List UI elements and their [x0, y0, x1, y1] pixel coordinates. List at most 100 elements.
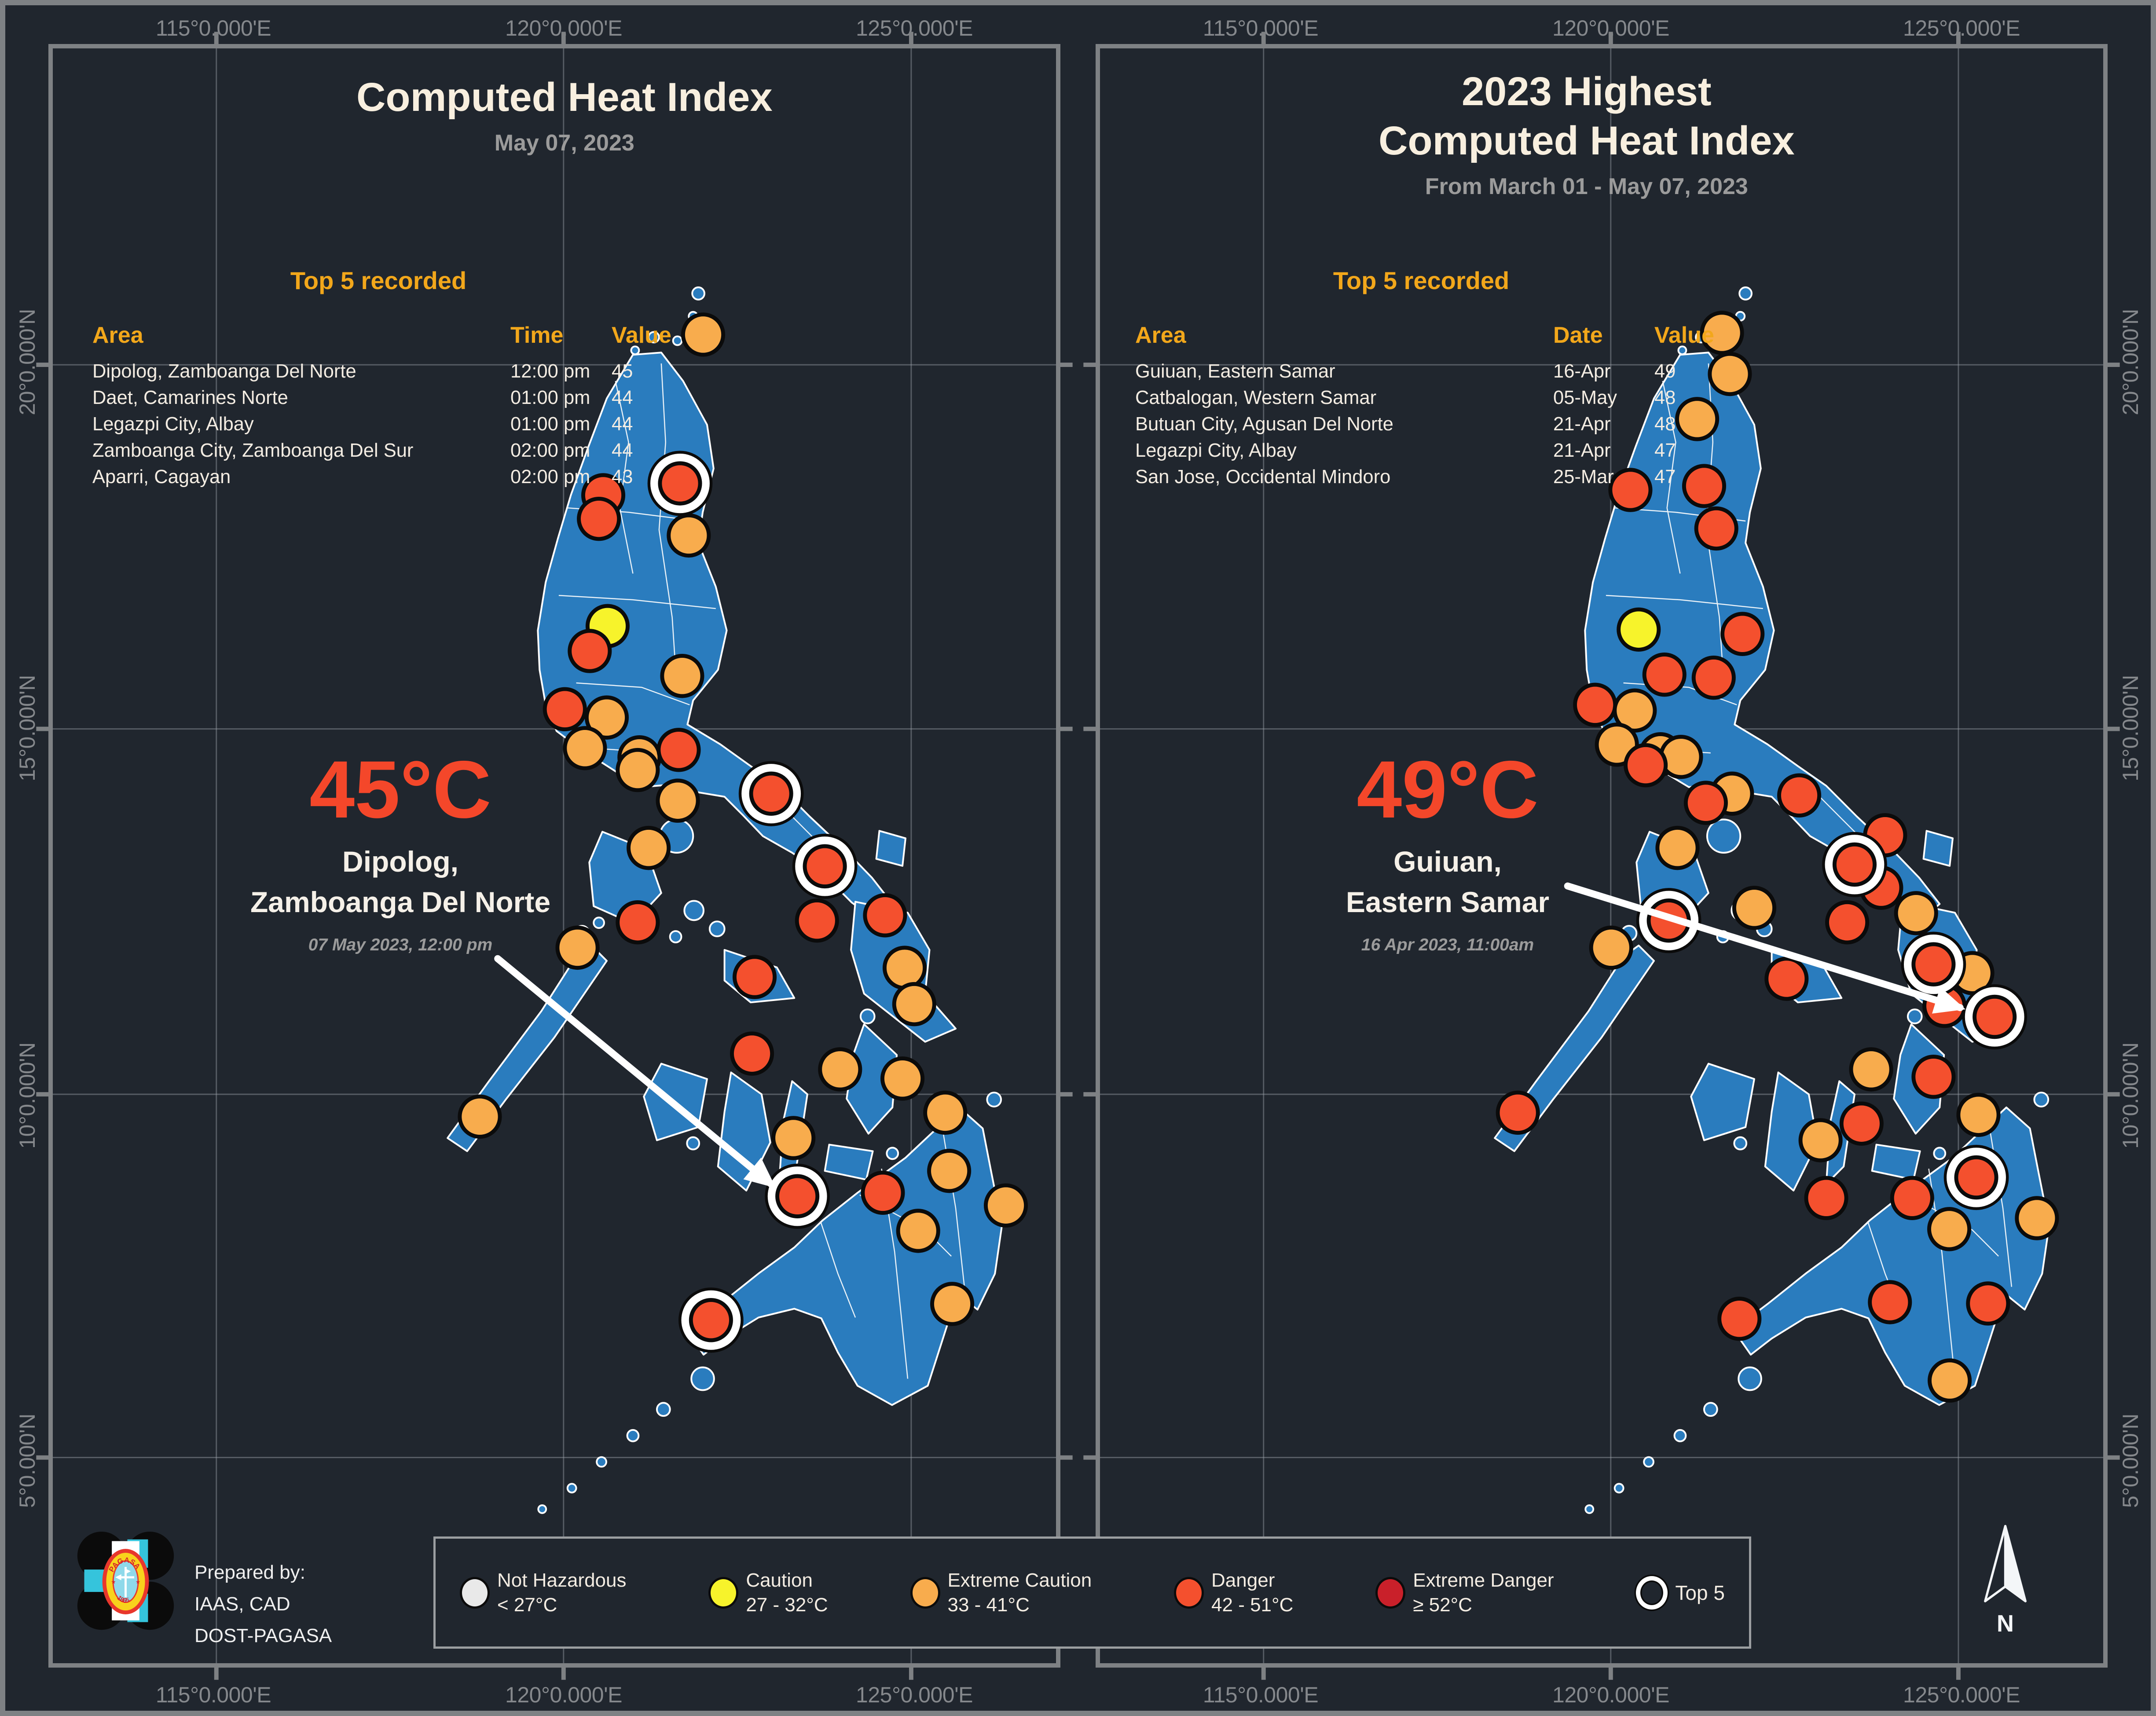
top5-marker	[738, 761, 804, 826]
legend-color-swatch	[708, 1577, 739, 1609]
cell-value: 48	[1654, 387, 1676, 408]
heat-marker	[861, 1170, 905, 1215]
callout-temperature: 49°C	[1357, 744, 1539, 835]
cell-value: 48	[1654, 413, 1676, 435]
title-line: Computed Heat Index	[1378, 118, 1795, 163]
heat-marker	[681, 312, 726, 357]
table-rows: Dipolog, Zamboanga Del Norte 12:00 pm 45 Da…	[79, 358, 678, 490]
heat-marker	[667, 513, 711, 558]
cell-value: 44	[612, 440, 633, 461]
credit-block: Prepared by: IAAS, CAD DOST-PAGASA	[194, 1557, 332, 1652]
heat-markers	[1496, 311, 2059, 1403]
heat-marker	[771, 1116, 816, 1160]
heat-marker	[1642, 653, 1687, 697]
heat-marker	[568, 629, 612, 673]
legend-color-swatch	[910, 1577, 940, 1609]
credit-org1: IAAS, CAD	[194, 1593, 290, 1615]
heat-marker	[577, 496, 621, 541]
heat-marker	[892, 982, 936, 1027]
heat-marker	[818, 1047, 862, 1092]
heat-marker	[627, 825, 671, 870]
cell-area: Legazpi City, Albay	[1135, 440, 1297, 461]
legend-range: 33 - 41°C	[947, 1594, 1030, 1616]
cell-area: Daet, Camarines Norte	[92, 387, 288, 408]
legend-color-swatch	[460, 1577, 490, 1609]
heat-marker	[1868, 1280, 1912, 1324]
cell-area: Zamboanga City, Zamboanga Del Sur	[92, 440, 414, 461]
top5-marker	[1943, 1144, 2009, 1210]
heat-marker	[1691, 655, 1736, 700]
heat-marker	[1804, 1176, 1848, 1220]
panel-2023-highest-heat-index: 2023 Highest Computed Heat Index From Mar…	[1083, 32, 2120, 1680]
page-title: Computed Heat Index	[125, 73, 1005, 122]
legend-range: 27 - 32°C	[746, 1594, 828, 1616]
legend-item: Not Hazardous < 27°C	[460, 1568, 626, 1617]
heat-marker	[1890, 1176, 1934, 1220]
cell-when: 21-Apr	[1553, 440, 1611, 461]
legend-text: Danger 42 - 51°C	[1211, 1568, 1293, 1617]
cell-area: Aparri, Cagayan	[92, 466, 231, 488]
legend-item: Extreme Caution 33 - 41°C	[910, 1568, 1092, 1617]
callout-location-line: Eastern Samar	[1346, 886, 1550, 918]
table-row: Butuan City, Agusan Del Norte 21-Apr 48	[1122, 411, 1720, 437]
title-line: 2023 Highest	[1462, 69, 1712, 114]
top5-marker	[765, 1163, 830, 1229]
col-header-area: Area	[1135, 323, 1186, 348]
heat-marker	[930, 1282, 975, 1326]
table-title: Top 5 recorded	[290, 267, 467, 294]
col-header-value: Value	[612, 323, 671, 348]
callout-temperature: 45°C	[309, 744, 491, 835]
table-row: Catbalogan, Western Samar 05-May 48	[1122, 385, 1720, 411]
top5-marker	[647, 451, 713, 516]
cell-when: 01:00 pm	[510, 387, 590, 408]
heat-marker	[1617, 607, 1661, 652]
legend-text: Extreme Danger ≥ 52°C	[1413, 1568, 1554, 1617]
panel-daily-heat-index: Computed Heat Index May 07, 2023 Top 5 r…	[36, 32, 1073, 1680]
page-title: 2023 Highest Computed Heat Index	[1147, 67, 2027, 165]
heat-marker	[882, 946, 927, 990]
cell-area: Catbalogan, Western Samar	[1135, 387, 1377, 408]
longitude-label: 115°0.000'E	[155, 16, 271, 40]
panel-titleblock: Computed Heat Index May 07, 2023	[125, 73, 1005, 156]
cell-when: 02:00 pm	[510, 440, 590, 461]
callout-location-line: Zamboanga Del Norte	[250, 886, 551, 918]
heat-marker	[2015, 1196, 2059, 1240]
heat-marker	[1956, 1093, 2001, 1137]
legend-label: Caution	[746, 1569, 813, 1591]
heat-marker	[923, 1090, 968, 1135]
philippines-map-daily	[36, 32, 1073, 1680]
legend-label: Top 5	[1675, 1581, 1725, 1604]
heat-marker	[1720, 612, 1765, 656]
heat-marker	[563, 726, 607, 770]
heat-marker	[584, 695, 629, 740]
longitude-label: 125°0.000'E	[1903, 16, 2020, 40]
cell-value: 43	[612, 466, 633, 488]
callout-location: Guiuan, Eastern Samar	[1184, 841, 1712, 922]
cell-area: Guiuan, Eastern Samar	[1135, 360, 1335, 382]
heat-index-legend: Not Hazardous < 27°C Caution 27 - 32°C Extre…	[433, 1536, 1751, 1649]
heat-marker	[1894, 891, 1938, 935]
longitude-label: 120°0.000'E	[1552, 1683, 1669, 1707]
heat-marker	[616, 900, 660, 945]
heat-marker	[1708, 352, 1752, 396]
legend-color-swatch	[1375, 1577, 1406, 1609]
heat-marker	[656, 728, 701, 772]
heat-marker	[1496, 1090, 1540, 1135]
longitude-label: 115°0.000'E	[155, 1683, 271, 1707]
heat-markers	[458, 312, 1028, 1353]
pagasa-logo: PAGASA 1865 ★ ★	[77, 1531, 174, 1630]
callout-datetime: 16 Apr 2023, 11:00am	[1361, 935, 1534, 954]
cell-when: 05-May	[1553, 387, 1617, 408]
heat-marker	[1700, 311, 1744, 355]
table-row: Zamboanga City, Zamboanga Del Sur 02:00 p…	[79, 437, 678, 464]
cell-value: 47	[1654, 440, 1676, 461]
col-header-date: Date	[1553, 323, 1603, 348]
heat-marker	[1589, 925, 1633, 970]
heat-marker	[863, 893, 907, 938]
top5-table: Top 5 recorded Area Time Value Dipolog, …	[79, 266, 678, 490]
heat-marker	[896, 1209, 940, 1253]
cell-area: San Jose, Occidental Mindoro	[1135, 466, 1391, 488]
callout-location-line: Dipolog,	[342, 845, 458, 878]
cell-when: 25-Mar	[1553, 466, 1614, 488]
